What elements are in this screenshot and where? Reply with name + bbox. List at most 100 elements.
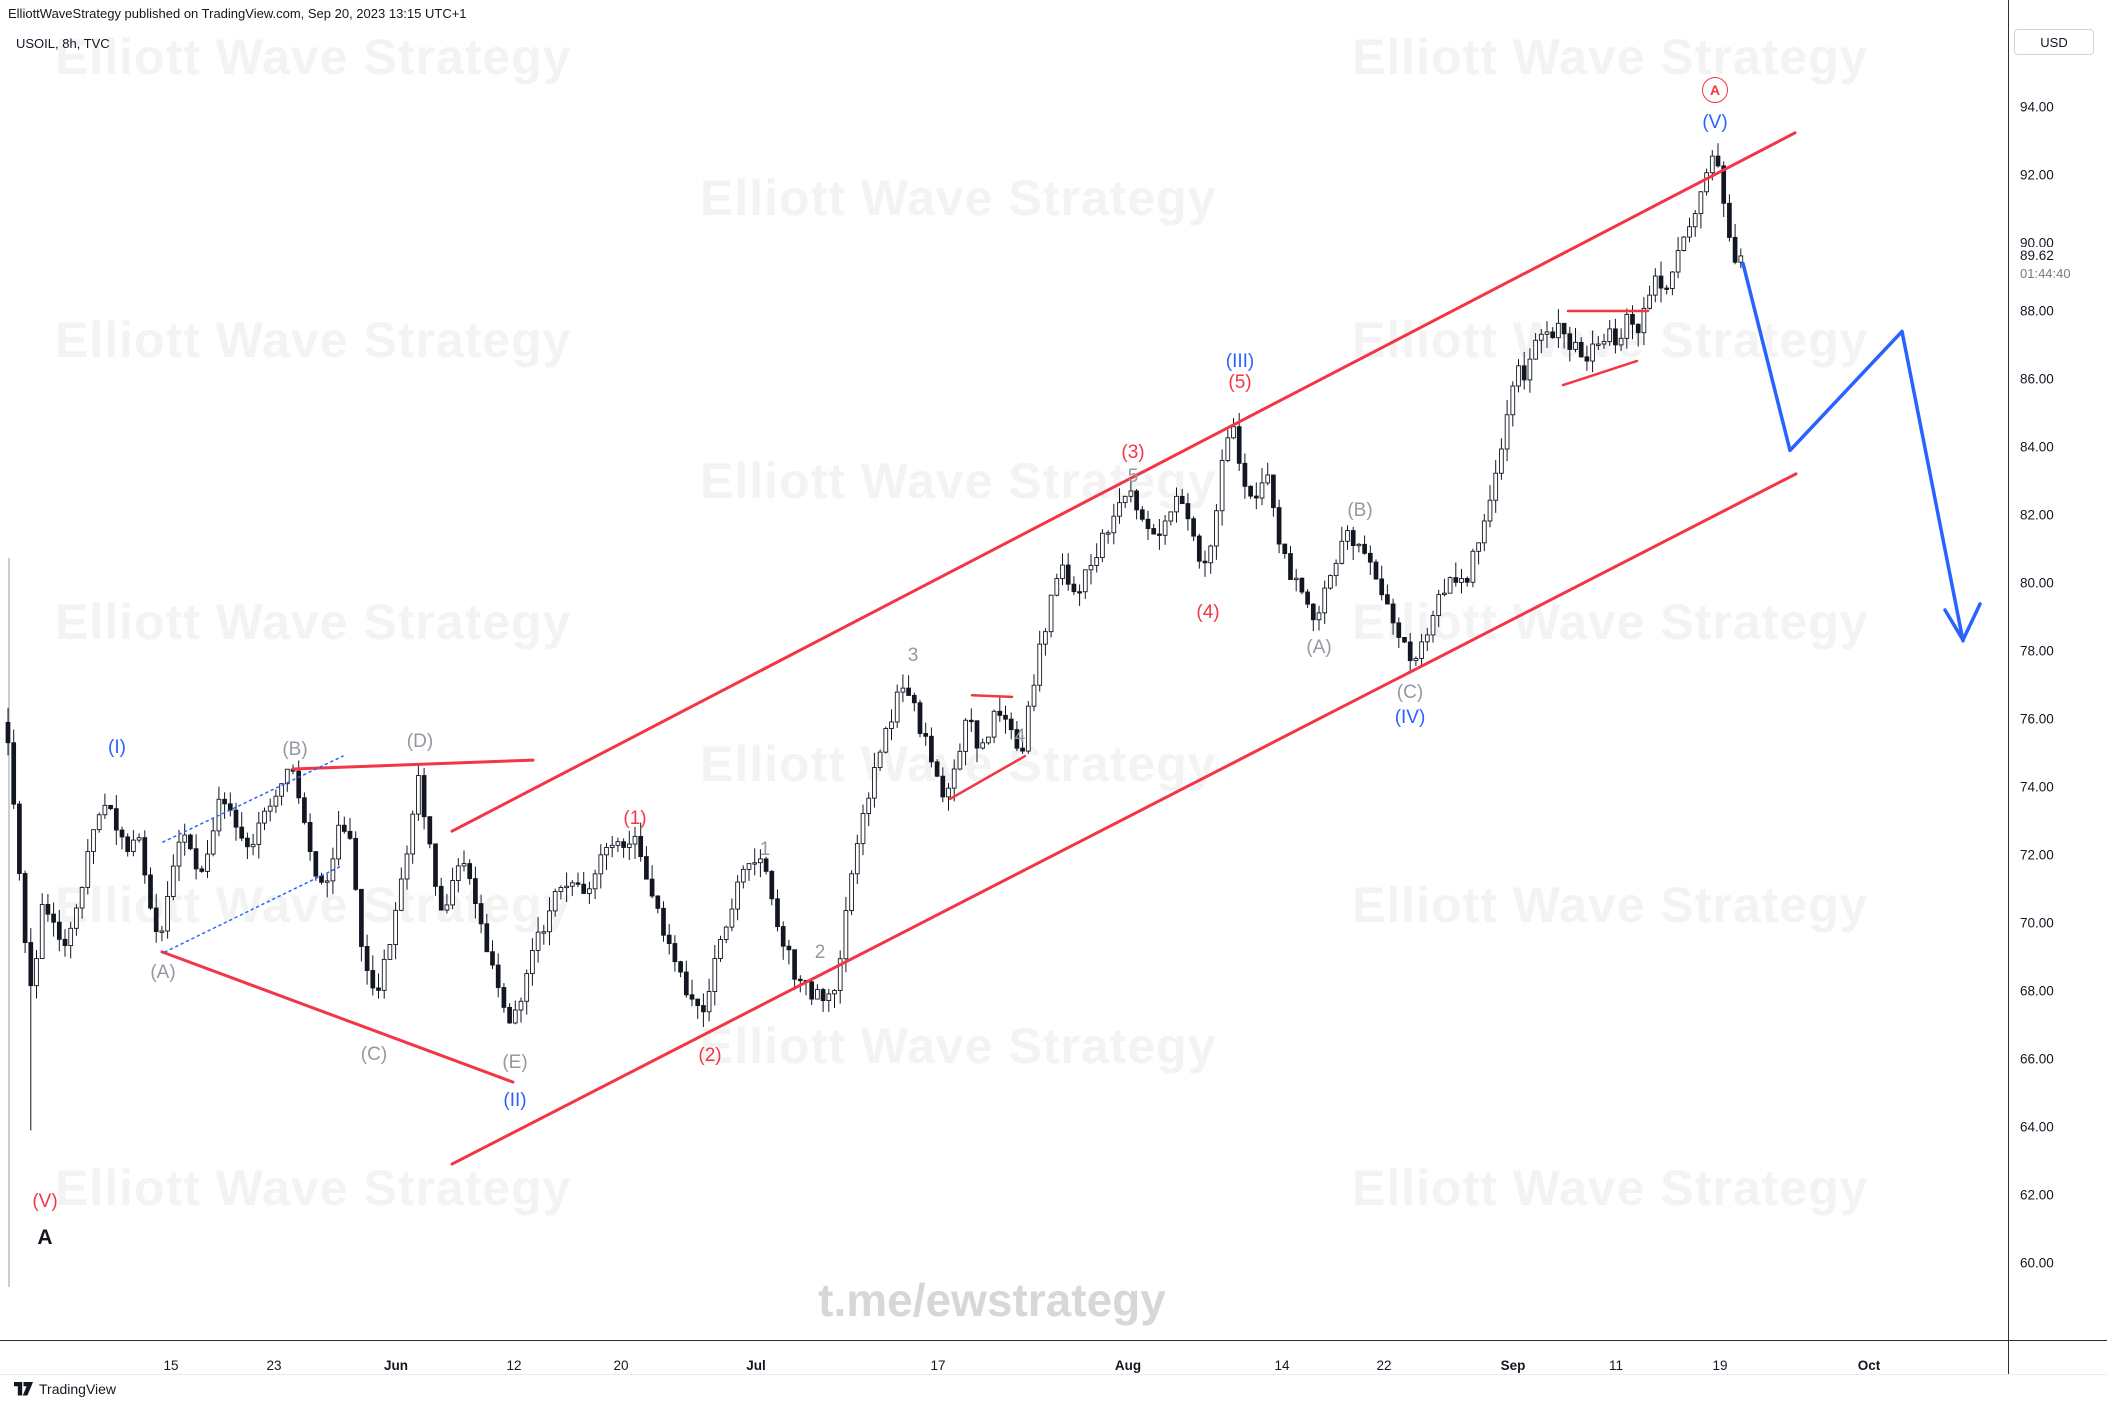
candle-body-up (604, 847, 609, 856)
candle-body-up (1128, 490, 1134, 497)
trendline-flag-base[interactable] (1561, 359, 1639, 387)
candle-body-down (427, 816, 433, 845)
candle-body-up (1527, 358, 1533, 381)
candle-body-down (1242, 462, 1248, 487)
candle-body-down (467, 863, 473, 880)
candle-body-up (518, 1000, 524, 1011)
candle-body-down (341, 824, 347, 832)
candle-body-up (336, 824, 341, 860)
wave-label: (C) (1396, 682, 1424, 703)
candle-body-down (968, 719, 974, 723)
wave-label-circled-A: A (1702, 77, 1728, 103)
candle-body-down (1003, 714, 1008, 720)
candle-body-up (843, 910, 849, 960)
publish-attribution: ElliottWaveStrategy published on Trading… (8, 6, 467, 21)
candle-body-down (108, 804, 113, 810)
trendline-b-d-line[interactable] (291, 758, 535, 771)
candle-body-down (911, 694, 917, 704)
candle-body-down (701, 1005, 706, 1013)
trendline-channel-top[interactable] (450, 131, 1797, 833)
wave-label: (4) (1196, 602, 1220, 623)
candle-body-down (775, 898, 780, 928)
wave-label: (E) (502, 1052, 528, 1073)
price-tick-label: 84.00 (2020, 439, 2054, 455)
candle-body-up (963, 719, 968, 752)
trendline-dotted-channel-bottom[interactable] (164, 864, 344, 953)
price-tick-label: 88.00 (2020, 303, 2054, 319)
wave-label: (D) (406, 731, 434, 752)
wave-label: (C) (360, 1044, 388, 1065)
candle-body-up (1037, 643, 1043, 686)
candle-body-down (22, 873, 28, 944)
candle-body-up (1082, 569, 1088, 593)
candle-body-up (746, 863, 752, 870)
candle-body-down (1185, 503, 1191, 520)
trendline-a-e-line[interactable] (160, 950, 515, 1084)
candle-body-up (1208, 545, 1214, 564)
candle-body-down (1202, 560, 1208, 564)
candle-body-down (473, 878, 478, 905)
bar-countdown: 01:44:40 (2020, 266, 2071, 281)
candle-body-down (222, 798, 227, 805)
candle-body-down (433, 843, 438, 887)
candle-body-down (1550, 331, 1556, 339)
candle-body-down (364, 946, 370, 971)
candle-body-up (564, 885, 569, 889)
candle-body-up (1692, 213, 1698, 228)
price-chart-canvas[interactable] (0, 0, 2010, 1340)
time-tick-label: 17 (930, 1358, 946, 1373)
candle-body-up (1174, 495, 1179, 513)
candle-body-up (387, 944, 393, 960)
candle-body-down (1664, 287, 1670, 290)
candle-body-down (792, 949, 797, 980)
price-tick-label: 66.00 (2020, 1051, 2054, 1067)
trendline-dotted-channel-top[interactable] (162, 755, 344, 843)
candle-body-up (530, 949, 535, 975)
candle-body-up (991, 710, 997, 738)
candle-body-down (929, 735, 934, 763)
candle-body-up (1709, 155, 1715, 174)
candle-body-down (1379, 578, 1385, 596)
candle-body-up (1704, 172, 1709, 193)
currency-button[interactable]: USD (2014, 29, 2094, 55)
wave-label: A (37, 1226, 53, 1249)
tradingview-logo-icon (14, 1382, 33, 1396)
candle-body-down (1584, 356, 1590, 362)
candle-body-down (581, 883, 587, 894)
wave-label: (V) (32, 1191, 58, 1212)
time-tick-label: 22 (1376, 1358, 1392, 1373)
candle-body-down (490, 951, 495, 966)
candle-body-down (495, 964, 501, 988)
candle-body-up (381, 958, 387, 991)
candle-body-up (393, 909, 398, 946)
candle-body-up (1607, 328, 1613, 343)
candle-body-up (706, 991, 712, 1013)
candle-body-down (28, 942, 34, 987)
candle-body-down (1288, 553, 1293, 580)
candle-body-up (900, 687, 906, 693)
candle-body-down (1373, 561, 1379, 580)
trendline-triangle1-base[interactable] (948, 754, 1027, 801)
candle-body-up (740, 868, 746, 883)
candle-body-down (142, 837, 148, 876)
candle-body-up (1322, 587, 1328, 614)
candle-body-down (56, 921, 62, 940)
trendline-channel-bottom[interactable] (450, 472, 1798, 1166)
trendline-triangle1-top[interactable] (970, 693, 1014, 699)
candle-body-up (1595, 343, 1601, 346)
tradingview-brand[interactable]: TradingView (14, 1381, 116, 1397)
candle-body-up (860, 813, 866, 845)
time-tick-label: 19 (1712, 1358, 1728, 1373)
candle-body-down (1727, 202, 1732, 238)
last-price-label: 89.62 01:44:40 (2009, 247, 2107, 291)
forecast-path[interactable] (1741, 261, 1965, 643)
wave-label: (1) (623, 808, 647, 829)
brand-watermark: Elliott Wave Strategy (1352, 877, 1869, 933)
candle-body-up (136, 837, 142, 841)
candle-body-up (1419, 641, 1424, 659)
wave-label: (5) (1228, 372, 1252, 393)
candle-body-up (1105, 532, 1111, 535)
candle-body-down (319, 875, 324, 883)
candle-body-down (769, 870, 775, 900)
time-tick-label: 23 (266, 1358, 282, 1373)
